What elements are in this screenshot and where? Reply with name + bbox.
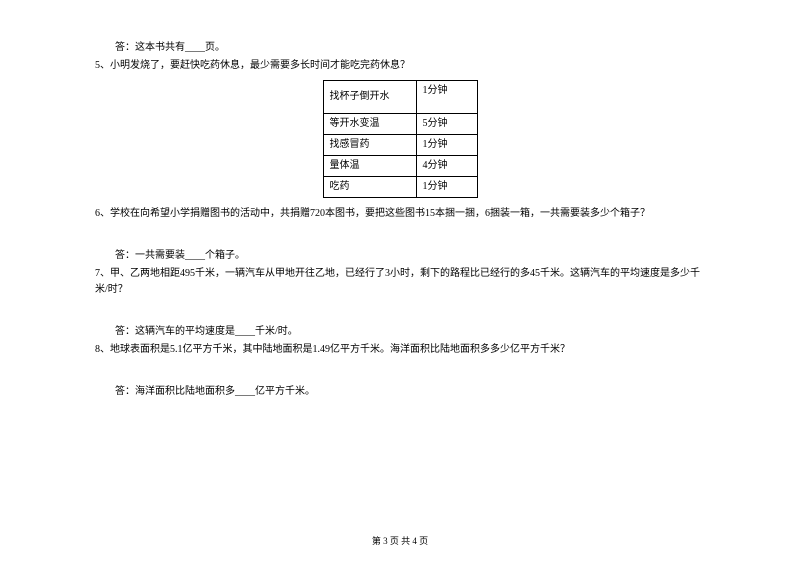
table-cell-time: 1分钟 <box>416 135 477 156</box>
table-cell-label: 找杯子倒开水 <box>323 81 416 114</box>
table-cell-time: 4分钟 <box>416 156 477 177</box>
work-space <box>95 298 705 324</box>
q6-answer-line: 答：一共需要装____个箱子。 <box>95 248 705 264</box>
q8-answer-line: 答：海洋面积比陆地面积多____亿平方千米。 <box>95 384 705 400</box>
table-cell-time: 5分钟 <box>416 114 477 135</box>
q7-text: 7、甲、乙两地相距495千米，一辆汽车从甲地开往乙地，已经行了3小时，剩下的路程… <box>95 266 705 298</box>
page-footer: 第 3 页 共 4 页 <box>0 534 800 547</box>
work-space <box>95 358 705 384</box>
table-cell-label: 找感冒药 <box>323 135 416 156</box>
table-row: 吃药 1分钟 <box>323 177 477 198</box>
page-content: 答：这本书共有____页。 5、小明发烧了，要赶快吃药休息，最少需要多长时间才能… <box>0 0 800 400</box>
table-row: 等开水变温 5分钟 <box>323 114 477 135</box>
q8-text: 8、地球表面积是5.1亿平方千米，其中陆地面积是1.49亿平方千米。海洋面积比陆… <box>95 342 705 358</box>
activity-table: 找杯子倒开水 1分钟 等开水变温 5分钟 找感冒药 1分钟 量体温 4分钟 吃药… <box>323 80 478 198</box>
table-cell-label: 等开水变温 <box>323 114 416 135</box>
q5-text: 5、小明发烧了，要赶快吃药休息，最少需要多长时间才能吃完药休息？ <box>95 58 705 74</box>
table-cell-label: 吃药 <box>323 177 416 198</box>
table-row: 量体温 4分钟 <box>323 156 477 177</box>
table-row: 找感冒药 1分钟 <box>323 135 477 156</box>
q6-text: 6、学校在向希望小学捐赠图书的活动中，共捐赠720本图书，要把这些图书15本捆一… <box>95 206 705 222</box>
q7-answer-line: 答：这辆汽车的平均速度是____千米/时。 <box>95 324 705 340</box>
table-row: 找杯子倒开水 1分钟 <box>323 81 477 114</box>
q4-answer-line: 答：这本书共有____页。 <box>95 40 705 56</box>
work-space <box>95 222 705 248</box>
table-cell-time: 1分钟 <box>416 177 477 198</box>
table-cell-label: 量体温 <box>323 156 416 177</box>
table-cell-time: 1分钟 <box>416 81 477 114</box>
